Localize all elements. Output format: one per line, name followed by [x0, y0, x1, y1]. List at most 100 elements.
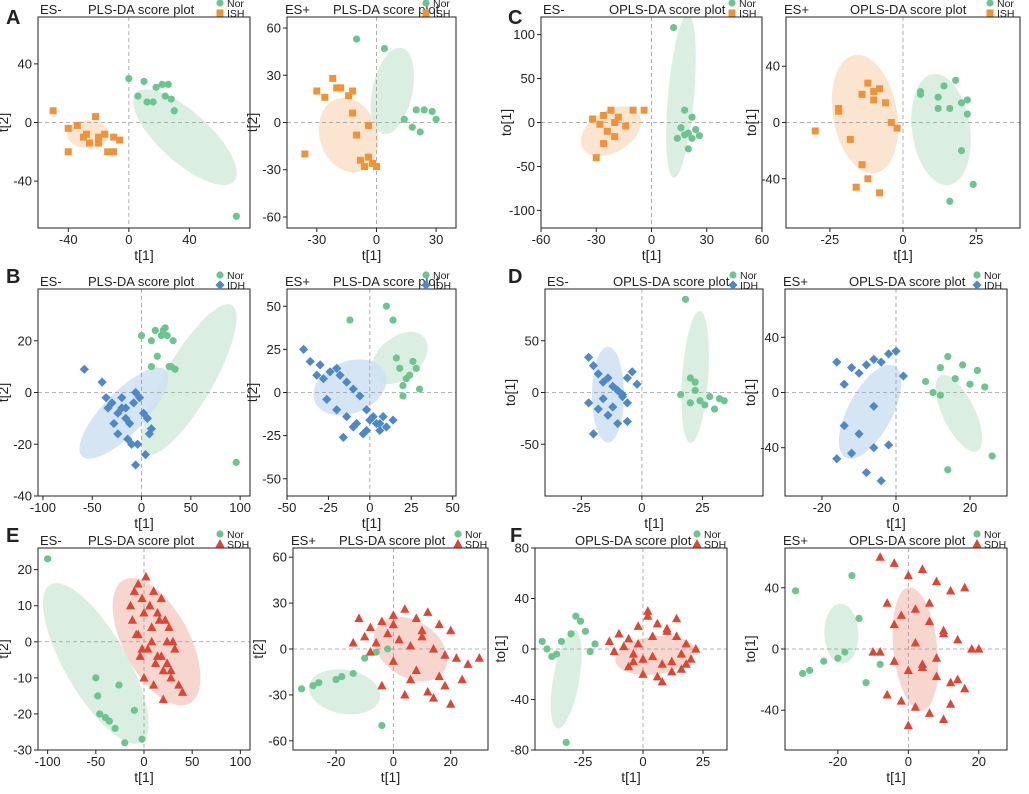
legend-label-idh: IDH — [740, 280, 758, 292]
data-point-idh — [598, 377, 608, 387]
data-point-sdh — [917, 662, 928, 671]
data-point-sdh — [164, 622, 174, 631]
data-point-idh — [121, 413, 131, 423]
data-point-idh — [325, 367, 335, 377]
x-tick-label: 0 — [648, 232, 655, 247]
data-point-nor — [408, 123, 416, 131]
data-point-nor — [681, 295, 690, 303]
data-point-nor — [412, 364, 420, 372]
data-point-idh — [97, 377, 107, 387]
data-point-sdh — [440, 650, 450, 659]
x-axis-label: t[1] — [381, 769, 400, 785]
data-point-sdh — [125, 600, 136, 610]
legend-label-sdh: SDH — [984, 539, 1006, 551]
panel-F1: -25 0 25 -80 -40 0 40 80 t[1] to[1] OPLS-DA score … — [492, 525, 728, 785]
y-tick-label: -80 — [510, 743, 529, 758]
data-point-sdh — [377, 680, 387, 690]
data-point-sdh — [896, 610, 906, 619]
data-point-nor — [959, 361, 967, 369]
y-tick-label: -40 — [13, 174, 32, 189]
data-point-sdh — [154, 615, 165, 624]
legend-marker-sdh — [215, 539, 225, 548]
data-point-ish — [893, 124, 901, 132]
data-point-idh — [847, 363, 857, 373]
x-tick-label: 25 — [695, 500, 709, 515]
data-point-nor — [384, 645, 392, 653]
data-point-idh — [113, 429, 123, 439]
data-point-sdh — [910, 702, 920, 711]
y-tick-label: -50 — [516, 159, 535, 174]
data-point-sdh — [135, 651, 145, 660]
y-tick-label: -60 — [268, 733, 287, 748]
data-point-sdh — [365, 622, 376, 632]
data-point-sdh — [628, 649, 638, 658]
data-point-ish — [870, 96, 878, 104]
data-point-nor — [799, 669, 807, 678]
data-point-ish — [64, 148, 72, 156]
data-point-idh — [338, 432, 348, 442]
data-point-nor — [138, 735, 146, 743]
data-point-sdh — [903, 665, 913, 675]
data-point-nor — [673, 134, 681, 142]
data-point-sdh — [643, 611, 653, 620]
panel-title: OPLS-DA score plot — [850, 2, 967, 17]
y-tick-label: -20 — [13, 706, 32, 721]
x-tick-label: 30 — [429, 232, 443, 247]
legend-marker-nor — [973, 271, 981, 279]
legend-label-nor: Nor — [465, 529, 482, 541]
data-point-idh — [134, 393, 145, 403]
data-point-nor — [96, 710, 104, 718]
data-point-nor — [147, 337, 155, 345]
data-point-ish — [64, 124, 72, 132]
data-point-sdh — [457, 674, 467, 684]
data-point-nor — [952, 76, 960, 84]
mode-label: ES- — [543, 2, 565, 17]
y-tick-label: -40 — [13, 489, 32, 504]
data-point-nor — [586, 647, 594, 656]
data-point-idh — [869, 443, 879, 453]
x-tick-label: -25 — [572, 500, 591, 515]
panel-F2: -20 0 20 -40 0 40 t[1] to[1] ES+ OPLS-DA score pl… — [742, 529, 1008, 785]
data-point-sdh — [604, 636, 614, 646]
data-point-nor — [332, 676, 340, 684]
mode-label: ES- — [547, 274, 569, 289]
data-point-nor — [706, 393, 714, 401]
data-point-sdh — [896, 696, 906, 705]
data-point-nor — [791, 587, 800, 595]
x-axis-label: t[1] — [134, 515, 153, 531]
data-point-sdh — [388, 610, 398, 619]
data-point-sdh — [152, 651, 163, 660]
data-point-nor — [409, 357, 417, 366]
data-point-nor — [538, 637, 546, 646]
data-point-ish — [600, 111, 608, 119]
data-point-nor — [169, 337, 177, 345]
data-point-sdh — [162, 636, 172, 646]
data-point-sdh — [917, 564, 928, 574]
x-tick-label: 20 — [963, 500, 977, 515]
data-point-ish — [337, 84, 345, 92]
legend-label-ish: ISH — [739, 8, 757, 20]
x-tick-label: -100 — [30, 500, 56, 515]
panel-E2: -20 0 20 -60 -30 0 30 60 t[1] t[2] ES+ PLS-DA score… — [250, 529, 489, 785]
x-tick-label: -50 — [83, 500, 102, 515]
data-point-nor — [161, 324, 169, 332]
data-point-idh — [312, 370, 322, 380]
plot-area — [293, 548, 488, 750]
data-point-nor — [951, 375, 959, 383]
data-point-sdh — [648, 651, 658, 661]
data-point-idh — [876, 357, 886, 367]
data-point-sdh — [614, 628, 624, 638]
data-point-sdh — [365, 647, 376, 656]
data-point-idh — [129, 398, 139, 408]
data-point-sdh — [434, 671, 444, 681]
x-tick-label: -100 — [35, 754, 61, 769]
data-point-nor — [946, 197, 954, 205]
data-point-ish — [846, 135, 854, 143]
data-point-ish — [321, 93, 329, 101]
data-point-idh — [617, 389, 628, 400]
data-point-nor — [548, 652, 556, 661]
data-point-nor — [147, 363, 155, 371]
data-point-sdh — [676, 649, 686, 658]
